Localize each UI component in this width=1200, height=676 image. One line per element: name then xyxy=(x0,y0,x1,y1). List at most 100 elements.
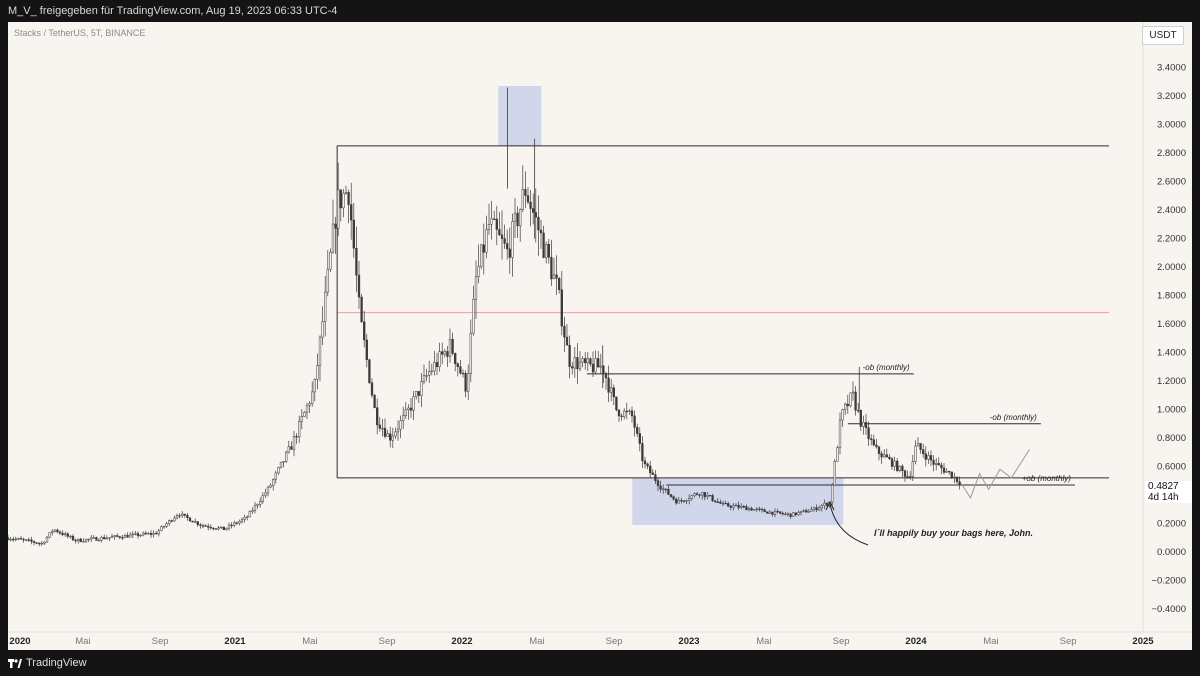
candle-body xyxy=(503,238,506,244)
candle-body xyxy=(649,465,652,474)
candle-body xyxy=(155,532,158,535)
candle-body xyxy=(196,521,199,525)
candle-body xyxy=(524,189,527,196)
candle-body xyxy=(563,325,566,338)
candle-body xyxy=(677,500,680,504)
candle-body xyxy=(277,467,280,474)
candle-body xyxy=(279,461,283,468)
candle-body xyxy=(560,289,563,327)
tradingview-brand[interactable]: TradingView xyxy=(26,657,87,669)
candle-body xyxy=(74,539,77,542)
candle-body xyxy=(844,403,847,410)
candle-body xyxy=(344,192,348,194)
y-tick-label: 3.2000 xyxy=(1157,91,1186,102)
candle-body xyxy=(451,339,454,354)
candle-body xyxy=(318,336,322,366)
candle-body xyxy=(370,382,374,396)
candle-body xyxy=(667,488,670,495)
candle-body xyxy=(350,204,353,221)
chart-frame[interactable]: -ob (monthly) -ob (monthly) +ob (monthly) I… xyxy=(8,22,1192,650)
candle-body xyxy=(568,344,571,367)
candle-body xyxy=(851,391,855,394)
candle-body xyxy=(719,501,722,504)
candle-body xyxy=(253,505,257,511)
candle-body xyxy=(448,339,452,357)
candle-body xyxy=(766,511,769,514)
x-tick-label: 2021 xyxy=(224,636,246,647)
candle-body xyxy=(194,521,197,523)
candle-body xyxy=(243,517,246,520)
candle-body xyxy=(526,195,530,203)
candle-body xyxy=(360,296,363,323)
candle-body xyxy=(857,410,860,412)
candle-body xyxy=(225,527,228,531)
x-tick-label: 2025 xyxy=(1132,636,1154,647)
candle-body xyxy=(550,256,553,280)
candle-body xyxy=(815,507,818,511)
candle-body xyxy=(235,522,238,524)
footer-bar: TradingView xyxy=(0,650,1200,676)
candle-body xyxy=(792,512,795,517)
candle-body xyxy=(38,542,41,545)
candle-body xyxy=(222,526,225,531)
candle-body xyxy=(935,463,938,465)
y-tick-label: 1.0000 xyxy=(1157,405,1186,416)
candle-body xyxy=(818,507,821,511)
y-tick-label: −0.4000 xyxy=(1151,604,1186,615)
tradingview-logo-icon[interactable] xyxy=(8,656,22,670)
candle-body xyxy=(313,378,316,393)
candle-body xyxy=(558,278,561,291)
candle-body xyxy=(399,420,402,430)
candle-body xyxy=(737,504,740,508)
currency-button[interactable]: USDT xyxy=(1142,26,1184,45)
candle-body xyxy=(636,427,639,434)
candle-body xyxy=(134,533,137,535)
candle-body xyxy=(742,506,745,508)
candle-body xyxy=(412,396,415,411)
candle-body xyxy=(56,529,59,533)
candle-body xyxy=(771,511,774,515)
candle-body xyxy=(734,504,738,507)
candle-body xyxy=(79,538,82,542)
candle-body xyxy=(48,532,51,538)
candle-body xyxy=(227,524,231,529)
candle-body xyxy=(339,189,342,209)
candle-body xyxy=(690,495,693,499)
candle-body xyxy=(519,209,522,227)
candle-body xyxy=(810,509,813,512)
y-tick-label: 2.0000 xyxy=(1157,262,1186,273)
price-chart[interactable]: -ob (monthly) -ob (monthly) +ob (monthly) I… xyxy=(8,22,1192,650)
candle-body xyxy=(831,484,834,503)
candle-body xyxy=(264,492,267,496)
candle-body xyxy=(768,511,771,514)
candle-body xyxy=(92,537,95,539)
candle-body xyxy=(9,538,12,541)
candle-body xyxy=(191,520,194,523)
candle-body xyxy=(383,427,387,437)
candle-body xyxy=(662,488,665,490)
candle-body xyxy=(880,453,883,458)
candle-body xyxy=(916,443,920,447)
candle-body xyxy=(604,373,608,379)
candle-body xyxy=(565,336,569,346)
x-tick-label: 2022 xyxy=(451,636,472,647)
candle-body xyxy=(591,363,595,373)
candle-body xyxy=(893,460,896,467)
candle-body xyxy=(633,415,636,428)
candle-body xyxy=(740,506,743,508)
candle-body xyxy=(433,362,436,372)
candle-body xyxy=(454,353,457,364)
candle-body xyxy=(438,351,441,367)
candle-body xyxy=(482,244,485,253)
candle-body xyxy=(490,218,493,225)
candle-body xyxy=(586,358,589,364)
candle-body xyxy=(391,435,394,441)
candle-body xyxy=(555,274,558,279)
candle-body xyxy=(467,373,470,392)
candle-body xyxy=(534,212,537,218)
candle-body xyxy=(183,513,186,516)
candle-body xyxy=(152,532,155,535)
candle-body xyxy=(937,463,940,466)
candle-body xyxy=(508,248,511,258)
candle-body xyxy=(337,189,340,229)
